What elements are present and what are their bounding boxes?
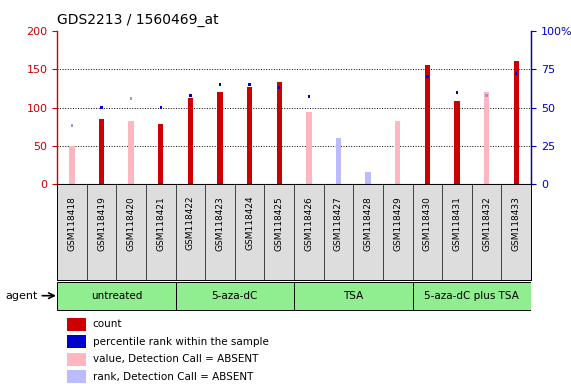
Text: GSM118433: GSM118433 <box>512 196 521 251</box>
Text: count: count <box>93 319 122 329</box>
Text: GSM118425: GSM118425 <box>275 196 284 251</box>
Text: GSM118431: GSM118431 <box>452 196 461 251</box>
Text: 5-aza-dC: 5-aza-dC <box>212 291 258 301</box>
Bar <box>247 87 252 184</box>
Bar <box>455 101 460 184</box>
Bar <box>71 124 73 127</box>
Text: GSM118422: GSM118422 <box>186 196 195 250</box>
Bar <box>158 124 163 184</box>
Text: GSM118420: GSM118420 <box>127 196 136 251</box>
Bar <box>130 97 132 100</box>
Text: untreated: untreated <box>91 291 142 301</box>
Text: GSM118418: GSM118418 <box>67 196 77 251</box>
Bar <box>69 146 75 184</box>
Text: percentile rank within the sample: percentile rank within the sample <box>93 337 268 347</box>
Text: GSM118427: GSM118427 <box>334 196 343 251</box>
Bar <box>456 91 458 94</box>
Bar <box>365 172 371 184</box>
Bar <box>336 138 341 184</box>
Text: GDS2213 / 1560469_at: GDS2213 / 1560469_at <box>57 13 219 27</box>
Text: GSM118424: GSM118424 <box>245 196 254 250</box>
Bar <box>306 112 312 184</box>
Bar <box>188 98 193 184</box>
Bar <box>99 119 104 184</box>
Bar <box>128 121 134 184</box>
Bar <box>278 86 280 89</box>
Text: GSM118432: GSM118432 <box>482 196 491 251</box>
Text: GSM118430: GSM118430 <box>423 196 432 251</box>
Text: GSM118419: GSM118419 <box>97 196 106 251</box>
FancyBboxPatch shape <box>412 282 531 310</box>
Bar <box>67 353 86 366</box>
FancyBboxPatch shape <box>57 282 176 310</box>
Bar <box>67 318 86 331</box>
Text: rank, Detection Call = ABSENT: rank, Detection Call = ABSENT <box>93 372 253 382</box>
Bar <box>67 370 86 383</box>
Bar <box>484 92 489 184</box>
Text: value, Detection Call = ABSENT: value, Detection Call = ABSENT <box>93 354 258 364</box>
Bar <box>513 61 519 184</box>
Bar <box>426 75 429 78</box>
Bar <box>189 94 192 97</box>
Bar <box>395 121 400 184</box>
Text: GSM118429: GSM118429 <box>393 196 402 251</box>
FancyBboxPatch shape <box>176 282 294 310</box>
Bar <box>159 106 162 109</box>
Bar <box>276 82 282 184</box>
Text: GSM118421: GSM118421 <box>156 196 165 251</box>
Bar <box>336 150 341 184</box>
Bar <box>515 72 517 75</box>
Text: 5-aza-dC plus TSA: 5-aza-dC plus TSA <box>424 291 519 301</box>
Bar <box>219 83 221 86</box>
Bar <box>67 335 86 348</box>
Text: GSM118428: GSM118428 <box>364 196 373 251</box>
Bar <box>100 106 103 109</box>
Text: GSM118426: GSM118426 <box>304 196 313 251</box>
FancyBboxPatch shape <box>294 282 412 310</box>
Bar <box>308 95 310 98</box>
Bar <box>485 94 488 97</box>
Bar <box>425 65 430 184</box>
Text: TSA: TSA <box>343 291 363 301</box>
Bar <box>218 92 223 184</box>
Text: agent: agent <box>6 291 38 301</box>
Text: GSM118423: GSM118423 <box>215 196 224 251</box>
Bar <box>248 83 251 86</box>
